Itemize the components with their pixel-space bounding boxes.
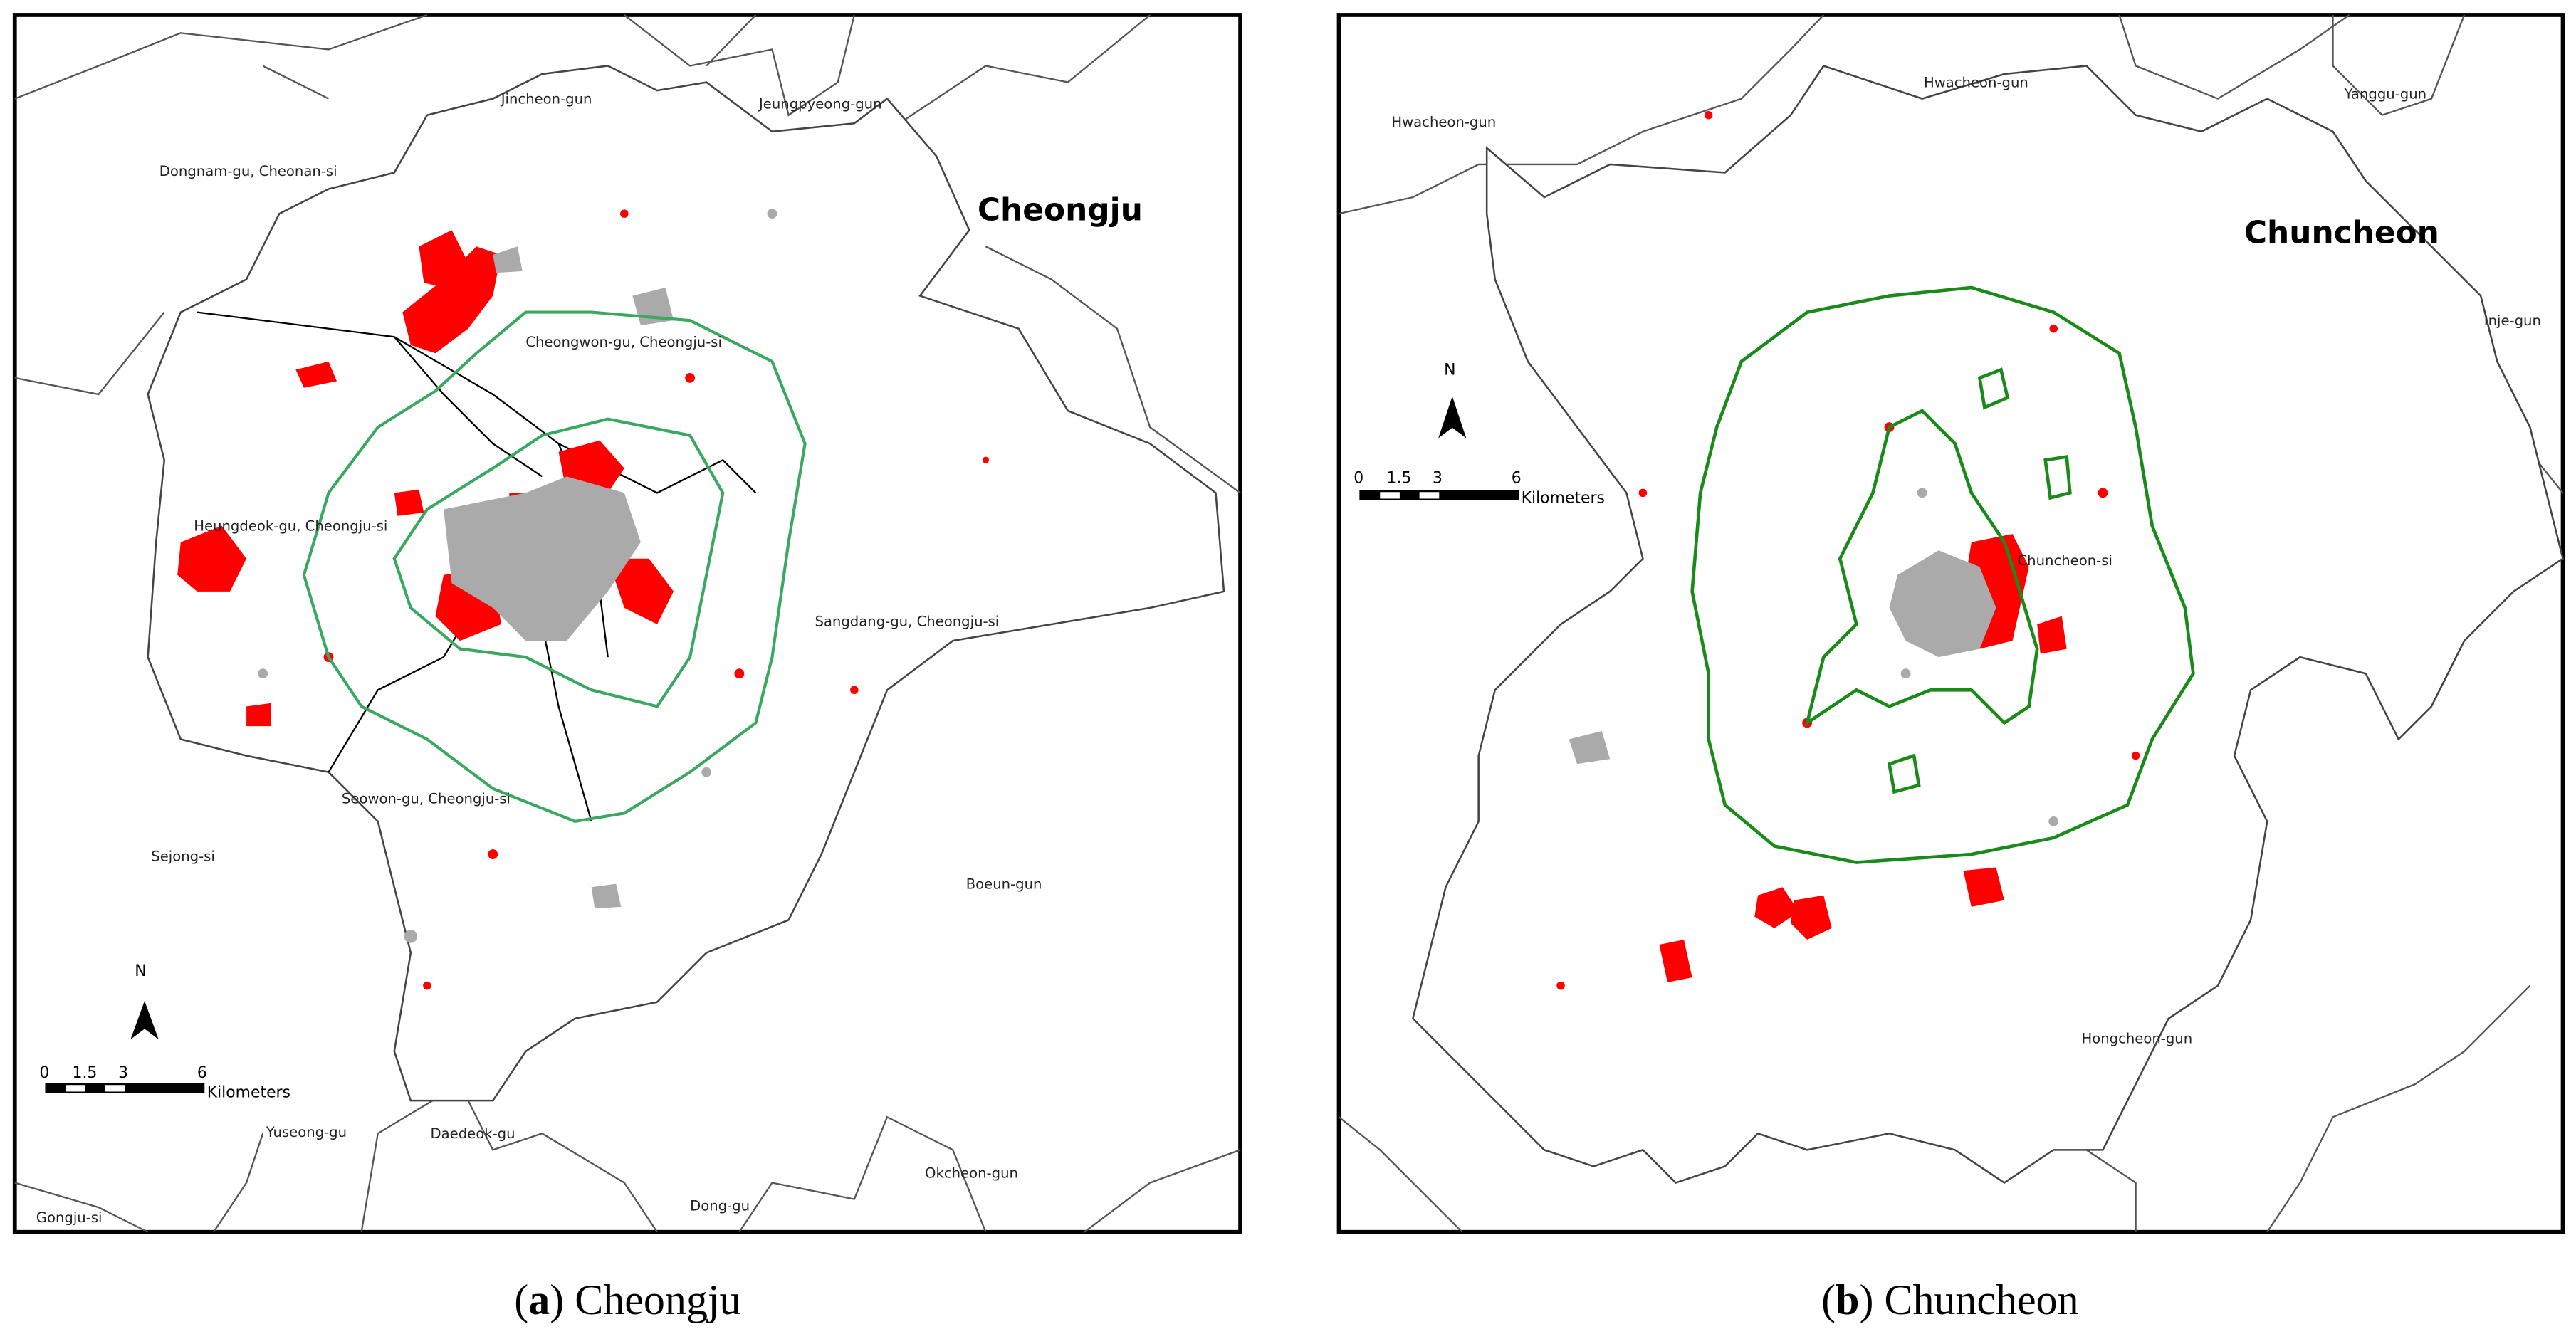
caption: (a) Cheongju xyxy=(514,1276,740,1323)
scale-label: 1.5 xyxy=(1386,470,1411,488)
district-boundary xyxy=(197,311,757,822)
scale-label: 0 xyxy=(39,1064,49,1082)
boundary-patch xyxy=(2043,454,2072,500)
caption-name: Cheongju xyxy=(575,1276,740,1323)
scale-unit: Kilometers xyxy=(207,1084,290,1102)
panel-a: Cheongju Jincheon-gun Jeungpyeong-gun Do… xyxy=(12,13,1242,1323)
place-label: Hwacheon-gun xyxy=(1391,114,1496,130)
urban-gray xyxy=(1569,488,2059,826)
boundary-patch xyxy=(1887,753,1921,794)
scale-bar: 0 1.5 3 6 Kilometers xyxy=(1354,470,1605,508)
urban-gray xyxy=(258,209,777,943)
boundary-ring-inner xyxy=(392,417,725,708)
place-label: Dongnam-gu, Cheonan-si xyxy=(159,163,337,179)
caption-letter: b xyxy=(1836,1276,1859,1323)
panel-b: Chuncheon Hwacheon-gun Hwacheon-gun Yang… xyxy=(1336,13,2565,1323)
scale-label: 1.5 xyxy=(73,1064,98,1082)
place-label: Okcheon-gun xyxy=(925,1165,1018,1182)
place-label: Yuseong-gu xyxy=(266,1124,347,1140)
place-label: Heungdeok-gu, Cheongju-si xyxy=(194,518,387,534)
place-label: Hwacheon-gun xyxy=(1924,74,2028,90)
north-arrow: N xyxy=(130,962,159,1040)
scale-label: 6 xyxy=(197,1064,207,1082)
caption: (b) Chuncheon xyxy=(1821,1276,2079,1323)
place-label: Daedeok-gu xyxy=(431,1125,515,1142)
place-label: Boeun-gun xyxy=(966,876,1042,892)
scale-label: 3 xyxy=(118,1064,128,1082)
north-label: N xyxy=(1444,361,1455,379)
scale-label: 0 xyxy=(1354,470,1363,488)
scale-label: 6 xyxy=(1512,470,1522,488)
north-label: N xyxy=(135,962,146,980)
region-boundary xyxy=(14,14,1241,1233)
boundary-ring-inner xyxy=(1804,409,2039,727)
place-label: Jeungpyeong-gun xyxy=(758,95,882,112)
caption-name: Chuncheon xyxy=(1884,1276,2078,1323)
place-label: Dong-gu xyxy=(690,1198,750,1214)
scale-bar: 0 1.5 3 6 Kilometers xyxy=(39,1064,290,1102)
place-label: Jincheon-gun xyxy=(500,91,592,107)
boundary-ring-outer xyxy=(1690,285,2195,864)
place-label: Hongcheon-gun xyxy=(2081,1030,2192,1046)
boundary-ring-outer xyxy=(302,310,807,824)
scale-unit: Kilometers xyxy=(1522,489,1605,507)
map-title: Chuncheon xyxy=(2244,215,2439,251)
place-label: Sangdang-gu, Cheongju-si xyxy=(815,613,999,629)
place-label: Chuncheon-si xyxy=(2017,552,2112,569)
map-title: Cheongju xyxy=(978,191,1143,228)
place-label: Inje-gun xyxy=(2484,313,2541,329)
place-label: Yanggu-gun xyxy=(2344,86,2426,103)
place-label: Gongju-si xyxy=(36,1209,103,1226)
boundary-patch xyxy=(1977,367,2010,410)
north-arrow: N xyxy=(1438,361,1467,438)
place-label: Seowon-gu, Cheongju-si xyxy=(342,791,511,807)
place-label: Sejong-si xyxy=(151,848,215,864)
scale-label: 3 xyxy=(1433,470,1443,488)
place-label: Cheongwon-gu, Cheongju-si xyxy=(525,334,722,350)
caption-letter: a xyxy=(528,1276,550,1323)
